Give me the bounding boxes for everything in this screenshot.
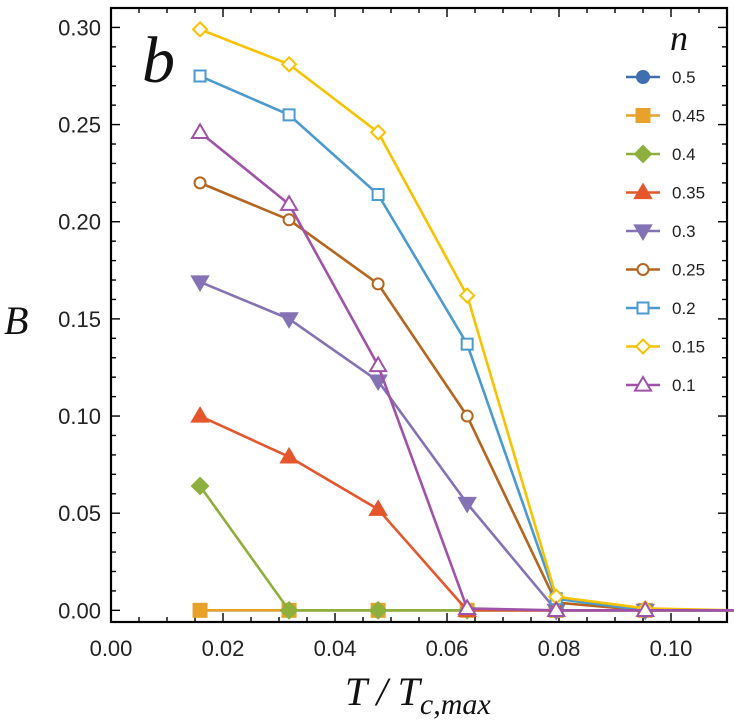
legend-label: 0.15 <box>672 338 705 357</box>
data-point <box>192 602 208 618</box>
legend-items: 0.5 0.45 0.4 0.35 0.3 0.25 0.2 0.15 0.1 <box>626 68 705 395</box>
legend-marker <box>633 375 653 392</box>
legend-label: 0.45 <box>672 107 705 126</box>
legend-marker <box>633 182 653 200</box>
legend-item: 0.45 <box>626 107 705 126</box>
legend-item: 0.4 <box>626 144 696 164</box>
legend-item: 0.15 <box>626 338 705 357</box>
legend-label: 0.5 <box>672 68 696 87</box>
y-tick-label: 0.10 <box>58 404 101 429</box>
data-point <box>190 122 210 139</box>
data-point <box>279 194 299 211</box>
legend-title: n <box>670 18 688 58</box>
data-point <box>282 108 296 122</box>
data-point <box>279 600 299 620</box>
legend-item: 0.25 <box>626 261 705 280</box>
data-point <box>457 598 477 615</box>
y-tick-label: 0.30 <box>58 15 101 40</box>
data-point <box>191 20 209 38</box>
legend-marker <box>634 338 652 355</box>
x-tick-label: 0.04 <box>314 636 357 661</box>
y-tick-label: 0.25 <box>58 113 101 138</box>
legend-item: 0.1 <box>626 375 696 395</box>
data-point <box>193 69 207 83</box>
legend-marker <box>633 224 653 241</box>
y-tick-label: 0.05 <box>58 501 101 526</box>
data-point <box>546 600 566 617</box>
x-tick-label: 0.02 <box>202 636 245 661</box>
legend-label: 0.35 <box>672 184 705 203</box>
data-point <box>193 176 207 190</box>
legend-item: 0.2 <box>626 299 696 318</box>
legend-item: 0.3 <box>626 222 696 241</box>
data-point <box>371 277 385 291</box>
legend-marker <box>636 301 650 315</box>
legend-marker <box>635 108 651 123</box>
y-tick-label: 0.15 <box>58 307 101 332</box>
legend-label: 0.3 <box>672 222 696 241</box>
y-axis-title: B <box>4 298 28 343</box>
data-point <box>460 337 474 351</box>
x-axis-title: T / Tc,max <box>345 669 491 721</box>
y-tick-label: 0.00 <box>58 598 101 623</box>
data-series <box>190 20 734 621</box>
data-point <box>369 123 387 141</box>
legend-marker <box>636 263 650 276</box>
legend-item: 0.5 <box>626 68 696 87</box>
data-point <box>368 355 388 373</box>
x-tick-label: 0.00 <box>90 636 133 661</box>
legend-item: 0.35 <box>626 182 705 203</box>
x-tick-label: 0.06 <box>426 636 469 661</box>
data-point <box>190 275 210 292</box>
data-point <box>458 287 476 304</box>
data-point <box>368 600 388 620</box>
data-point <box>280 55 298 73</box>
x-axis-title-main: T / T <box>345 669 423 714</box>
data-point <box>279 312 299 329</box>
x-tick-label: 0.08 <box>538 636 581 661</box>
legend-label: 0.2 <box>672 299 696 318</box>
data-point <box>282 213 296 227</box>
x-tick-label: 0.10 <box>650 636 693 661</box>
data-point <box>190 476 210 496</box>
x-axis-title-subscript: c,max <box>420 688 491 721</box>
legend-marker <box>633 144 653 164</box>
panel-label: b <box>142 24 175 97</box>
data-point <box>190 406 210 423</box>
legend-marker <box>636 70 650 84</box>
series-0.1 <box>190 122 734 617</box>
legend-label: 0.25 <box>672 261 705 280</box>
data-point <box>371 188 385 202</box>
data-point <box>279 446 299 464</box>
legend-label: 0.1 <box>672 376 696 395</box>
legend: n 0.5 0.45 0.4 0.35 0.3 0.25 0.2 0.15 0.1 <box>626 18 705 395</box>
data-point <box>457 496 477 514</box>
axis-ticks: 0.00 0.02 0.04 0.06 0.08 0.10 0.00 0.05 0.10 0.15… <box>58 7 728 661</box>
y-tick-label: 0.20 <box>58 210 101 235</box>
data-point <box>635 600 655 617</box>
data-point <box>460 409 474 423</box>
legend-label: 0.4 <box>672 145 696 164</box>
data-point <box>368 499 388 516</box>
